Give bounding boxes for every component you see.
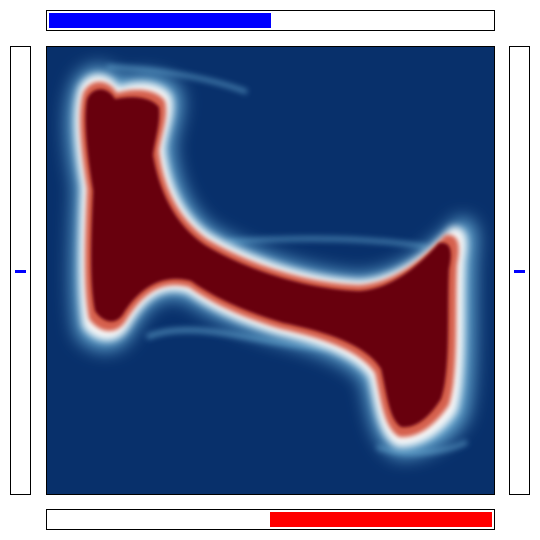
right-slider-track	[509, 46, 530, 495]
left-slider-marker	[15, 270, 26, 273]
bottom-progress-fill	[270, 512, 492, 527]
top-progress-bar	[46, 10, 495, 31]
simulation-field	[46, 46, 495, 495]
left-slider-track	[10, 46, 31, 495]
bottom-progress-bar	[46, 509, 495, 530]
right-slider-marker	[514, 270, 525, 273]
field-canvas	[47, 47, 494, 494]
top-progress-fill	[49, 13, 271, 28]
